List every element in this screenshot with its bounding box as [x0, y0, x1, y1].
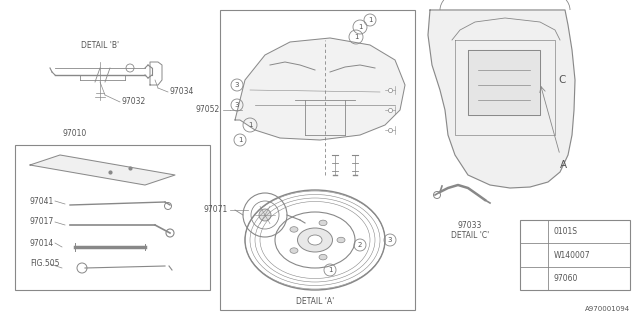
Text: DETAIL 'B': DETAIL 'B'	[81, 41, 119, 50]
Ellipse shape	[319, 220, 327, 226]
Text: 1: 1	[532, 229, 536, 235]
Text: 97014: 97014	[30, 238, 54, 247]
Text: 97017: 97017	[30, 218, 54, 227]
Text: 1: 1	[358, 24, 362, 30]
Polygon shape	[428, 10, 575, 188]
Text: FIG.505: FIG.505	[30, 260, 60, 268]
Text: 1: 1	[328, 267, 332, 273]
Polygon shape	[30, 155, 175, 185]
Ellipse shape	[337, 237, 345, 243]
Bar	[220, 10, 415, 310]
Text: 97052: 97052	[196, 106, 220, 115]
Bar	[15, 145, 210, 290]
Ellipse shape	[290, 227, 298, 232]
Text: 97033: 97033	[458, 220, 482, 229]
Circle shape	[259, 209, 271, 221]
Text: 97034: 97034	[170, 87, 195, 97]
Text: 97071: 97071	[204, 205, 228, 214]
Text: 2: 2	[532, 252, 536, 258]
Text: 3: 3	[532, 275, 536, 281]
Text: 1: 1	[368, 17, 372, 23]
Text: 3: 3	[235, 82, 239, 88]
Text: 97041: 97041	[30, 196, 54, 205]
Text: 1: 1	[248, 122, 252, 128]
Text: 2: 2	[358, 242, 362, 248]
Ellipse shape	[308, 235, 322, 245]
Text: DETAIL 'C': DETAIL 'C'	[451, 230, 489, 239]
Text: 3: 3	[235, 102, 239, 108]
Text: 97032: 97032	[122, 98, 147, 107]
Text: 97060: 97060	[554, 274, 579, 283]
Ellipse shape	[290, 248, 298, 253]
Bar	[520, 220, 630, 290]
Polygon shape	[468, 50, 540, 115]
Text: C: C	[558, 75, 565, 85]
Text: A: A	[560, 160, 567, 170]
Text: W140007: W140007	[554, 251, 591, 260]
Text: A970001094: A970001094	[585, 306, 630, 312]
Text: 1: 1	[237, 137, 243, 143]
Text: 97010: 97010	[63, 129, 87, 138]
Text: 1: 1	[354, 34, 358, 40]
Text: 3: 3	[388, 237, 392, 243]
Polygon shape	[235, 38, 405, 140]
Ellipse shape	[298, 228, 333, 252]
Text: 0101S: 0101S	[554, 227, 578, 236]
Text: DETAIL 'A': DETAIL 'A'	[296, 298, 334, 307]
Ellipse shape	[319, 254, 327, 260]
